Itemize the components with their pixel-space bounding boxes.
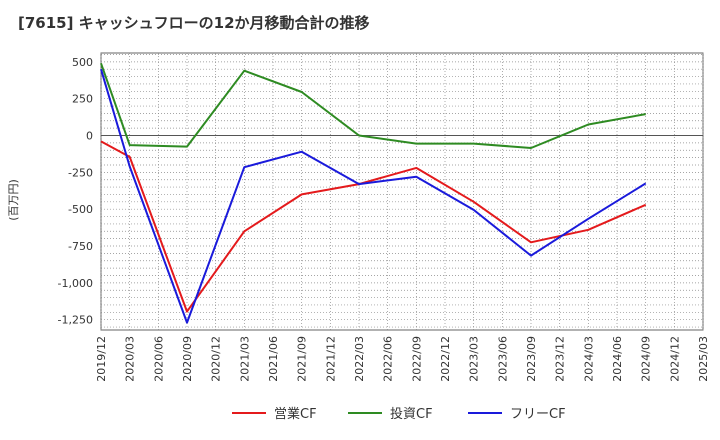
chart-title: [7615] キャッシュフローの12か月移動合計の推移 bbox=[18, 14, 370, 32]
x-tick-label: 2021/09 bbox=[296, 336, 309, 382]
x-tick-label: 2020/12 bbox=[210, 336, 223, 382]
legend-label: フリーCF bbox=[510, 407, 566, 422]
y-axis-ticks: 500 250 0 -250 -500 -750 -1,000 -1,250 bbox=[58, 56, 93, 327]
y-tick-label: -1,000 bbox=[58, 277, 93, 290]
y-tick-label: -500 bbox=[68, 203, 93, 216]
legend: 営業CF 投資CF フリーCF bbox=[232, 406, 566, 422]
series-line bbox=[100, 62, 646, 149]
legend-label: 投資CF bbox=[390, 406, 433, 422]
x-tick-label: 2020/03 bbox=[124, 336, 137, 382]
plot-area bbox=[100, 52, 704, 331]
legend-label: 営業CF bbox=[274, 406, 317, 422]
x-tick-label: 2020/06 bbox=[152, 336, 165, 382]
y-tick-label: 0 bbox=[86, 130, 93, 143]
x-tick-label: 2022/03 bbox=[353, 336, 366, 382]
x-tick-label: 2023/03 bbox=[468, 336, 481, 382]
x-tick-label: 2023/12 bbox=[554, 336, 567, 382]
x-tick-label: 2022/12 bbox=[439, 336, 452, 382]
x-tick-label: 2020/09 bbox=[181, 336, 194, 382]
y-tick-label: 250 bbox=[72, 93, 93, 106]
x-tick-label: 2022/06 bbox=[382, 336, 395, 382]
x-tick-label: 2022/09 bbox=[410, 336, 423, 382]
x-tick-label: 2019/12 bbox=[95, 336, 108, 382]
x-axis-ticks: 2019/12 2020/03 2020/06 2020/09 2020/12 2021/… bbox=[95, 336, 710, 382]
x-tick-label: 2024/09 bbox=[640, 336, 653, 382]
y-tick-label: -250 bbox=[68, 166, 93, 179]
y-axis-label: (百万円) bbox=[7, 179, 20, 221]
x-tick-label: 2021/12 bbox=[324, 336, 337, 382]
x-tick-label: 2024/12 bbox=[668, 336, 681, 382]
series-layer bbox=[100, 62, 647, 324]
x-tick-label: 2024/03 bbox=[582, 336, 595, 382]
y-tick-label: -1,250 bbox=[58, 314, 93, 327]
grid-layer bbox=[100, 53, 704, 330]
x-tick-label: 2021/03 bbox=[238, 336, 251, 382]
y-tick-label: 500 bbox=[72, 56, 93, 69]
x-tick-label: 2021/06 bbox=[267, 336, 280, 382]
series-line bbox=[100, 68, 647, 324]
x-tick-label: 2023/06 bbox=[496, 336, 509, 382]
x-tick-label: 2023/09 bbox=[525, 336, 538, 382]
x-tick-label: 2025/03 bbox=[697, 336, 710, 382]
x-tick-label: 2024/06 bbox=[611, 336, 624, 382]
y-tick-label: -750 bbox=[68, 240, 93, 253]
